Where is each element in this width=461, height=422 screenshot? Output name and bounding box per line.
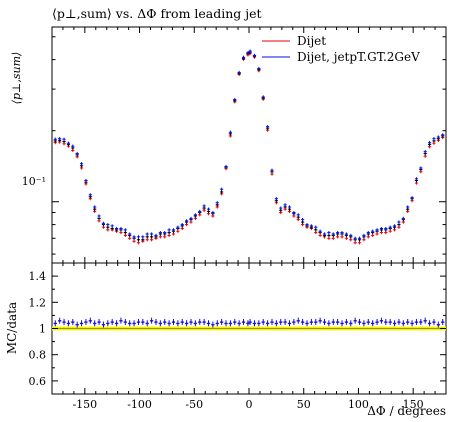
ratio-y-axis-label: MC/data <box>5 302 19 354</box>
ratio-y-tick-label: 1.2 <box>29 296 47 309</box>
main-axis-ticks <box>51 27 447 263</box>
legend: Dijet Dijet, jetpT.GT.2GeV <box>262 34 420 64</box>
x-tick-label: 50 <box>297 398 311 411</box>
x-tick-label: -100 <box>127 398 152 411</box>
x-tick-label: 0 <box>246 398 253 411</box>
ratio-reference-band <box>52 326 446 331</box>
main-y-tick-label: 10⁻¹ <box>22 175 46 188</box>
legend-label-dijet: Dijet <box>297 34 326 48</box>
legend-label-dijet-jetpt: Dijet, jetpT.GT.2GeV <box>297 50 420 64</box>
ratio-axis-ticks: 0.6 0.8 1 1.2 1.4 -150 -100 -50 0 50 100 150 <box>29 262 447 411</box>
chart-title: ⟨p⊥,sum⟩ vs. ΔΦ from leading jet <box>52 6 262 21</box>
ratio-y-tick-label: 0.6 <box>29 375 47 388</box>
x-tick-label: -50 <box>185 398 203 411</box>
x-axis-label: ΔΦ / degrees <box>367 404 446 418</box>
main-y-axis-label: ⟨p⊥,sum⟩ <box>10 52 23 105</box>
x-tick-label: -150 <box>72 398 97 411</box>
ratio-y-tick-label: 0.8 <box>29 349 47 362</box>
ratio-y-tick-label: 1 <box>39 323 46 336</box>
x-tick-label: 150 <box>403 398 424 411</box>
ratio-data-marks <box>53 317 445 328</box>
x-tick-label: 100 <box>348 398 369 411</box>
main-data-marks <box>53 49 445 245</box>
ratio-y-tick-label: 1.4 <box>29 270 47 283</box>
